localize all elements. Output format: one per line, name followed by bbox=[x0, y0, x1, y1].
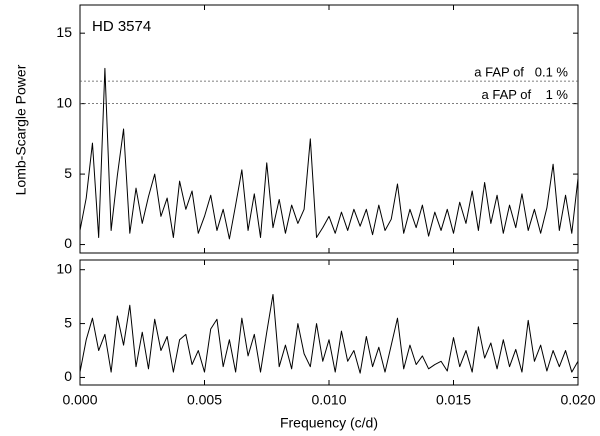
x-tick-label: 0.000 bbox=[62, 392, 97, 408]
y-tick-label: 15 bbox=[56, 24, 72, 40]
plot-frame bbox=[79, 4, 579, 254]
power-line bbox=[79, 293, 579, 374]
y-tick-label: 0 bbox=[64, 368, 72, 384]
y-tick-label: 5 bbox=[64, 165, 72, 181]
x-tick-label: 0.020 bbox=[560, 392, 595, 408]
x-tick-label: 0.010 bbox=[311, 392, 346, 408]
x-tick-label: 0.015 bbox=[436, 392, 471, 408]
y-tick-label: 10 bbox=[56, 94, 72, 110]
y-tick-label: 10 bbox=[56, 260, 72, 276]
y-tick-label: 5 bbox=[64, 314, 72, 330]
x-tick-label: 0.005 bbox=[187, 392, 222, 408]
fap-label: a FAP of 1 % bbox=[482, 87, 569, 102]
y-tick-label: 0 bbox=[64, 235, 72, 251]
power-line bbox=[79, 67, 579, 240]
annotation: HD 3574 bbox=[92, 18, 151, 35]
fap-label: a FAP of 0.1 % bbox=[474, 65, 568, 80]
y-axis-label: Lomb-Scargle Power bbox=[13, 64, 29, 195]
x-axis-label: Frequency (c/d) bbox=[280, 415, 378, 431]
